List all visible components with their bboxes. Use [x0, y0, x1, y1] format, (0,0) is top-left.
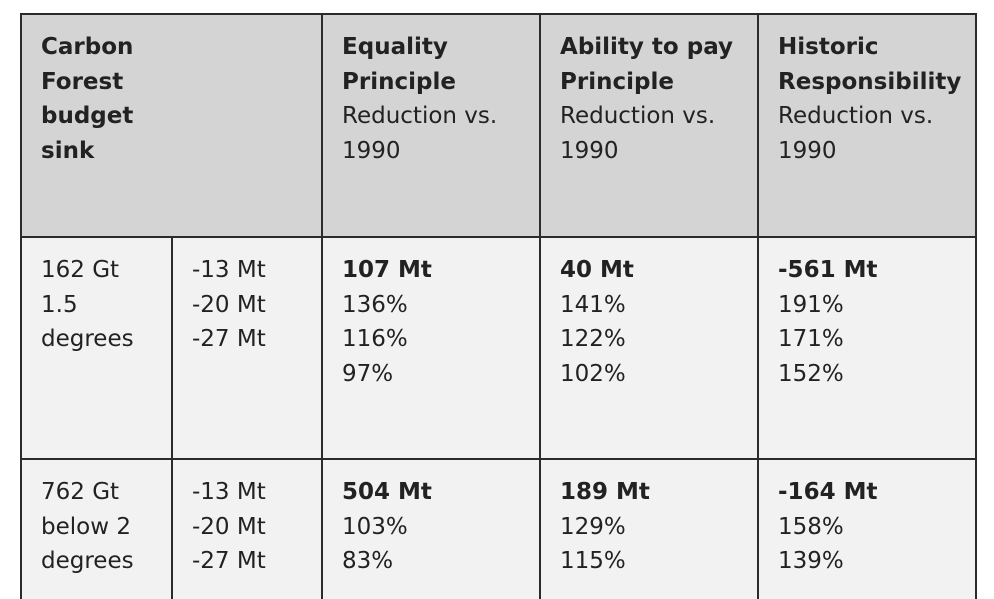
header-line: sink [41, 137, 95, 164]
header-title-line: Responsibility [778, 68, 962, 95]
table-row: 762 Gt below 2 degrees -13 Mt -20 Mt -27… [20, 458, 978, 599]
header-line: budget [41, 103, 134, 129]
percent-value: 158% [778, 513, 844, 540]
table-row: 162 Gt 1.5 degrees -13 Mt -20 Mt -27 Mt … [20, 236, 978, 460]
header-subtitle-line: Reduction vs. [560, 103, 716, 129]
header-subtitle-line: 1990 [778, 137, 837, 164]
header-ability-to-pay-principle: Ability to pay Principle Reduction vs. 1… [539, 13, 760, 238]
percent-value: 83% [342, 548, 394, 574]
header-equality-principle: Equality Principle Reduction vs. 1990 [321, 13, 542, 238]
header-historic-responsibility: Historic Responsibility Reduction vs. 19… [757, 13, 978, 238]
percent-value: 122% [560, 326, 626, 352]
total-value: 189 Mt [560, 479, 650, 505]
header-subtitle-line: 1990 [342, 137, 401, 164]
equality-cell: 504 Mt 103% 83% [321, 458, 542, 599]
percent-value: 103% [342, 513, 408, 540]
equality-cell: 107 Mt 136% 116% 97% [321, 236, 542, 460]
table-header-row: Carbon Forest budget sink Equality Princ… [19, 13, 978, 238]
budget-line: degrees [41, 326, 134, 352]
header-line: Carbon [41, 34, 134, 60]
sink-value: -27 Mt [192, 548, 266, 574]
sink-value: -20 Mt [192, 513, 266, 540]
header-title-line: Equality [342, 34, 448, 60]
budget-line: 1.5 [41, 291, 78, 318]
sink-value: -13 Mt [192, 479, 266, 505]
header-title-line: Ability to pay [560, 34, 733, 60]
header-subtitle-line: Reduction vs. [342, 103, 498, 129]
burden-sharing-table: Carbon Forest budget sink Equality Princ… [19, 13, 978, 599]
percent-value: 116% [342, 326, 408, 352]
total-value: 504 Mt [342, 479, 432, 505]
sink-value: -27 Mt [192, 326, 266, 352]
budget-line: degrees [41, 548, 134, 574]
forest-sink-cell: -13 Mt -20 Mt -27 Mt [170, 236, 324, 460]
header-subtitle-line: Reduction vs. [778, 103, 934, 129]
percent-value: 191% [778, 291, 844, 318]
percent-value: 115% [560, 548, 626, 574]
percent-value: 136% [342, 291, 408, 318]
ability-to-pay-cell: 40 Mt 141% 122% 102% [539, 236, 760, 460]
percent-value: 141% [560, 291, 626, 318]
ability-to-pay-cell: 189 Mt 129% 115% [539, 458, 760, 599]
budget-line: 162 Gt [41, 257, 120, 283]
percent-value: 97% [342, 360, 394, 387]
sink-value: -20 Mt [192, 291, 266, 318]
header-subtitle-line: 1990 [560, 137, 619, 164]
percent-value: 171% [778, 326, 844, 352]
header-line: Forest [41, 68, 124, 95]
percent-value: 152% [778, 360, 844, 387]
forest-sink-cell: -13 Mt -20 Mt -27 Mt [170, 458, 324, 599]
percent-value: 102% [560, 360, 626, 387]
header-carbon-budget-forest-sink: Carbon Forest budget sink [19, 13, 324, 238]
percent-value: 129% [560, 513, 626, 540]
total-value: -561 Mt [778, 257, 878, 283]
total-value: -164 Mt [778, 479, 878, 505]
header-title-line: Principle [342, 68, 456, 95]
budget-line: 762 Gt [41, 479, 120, 505]
carbon-budget-cell: 762 Gt below 2 degrees [20, 458, 173, 599]
historic-responsibility-cell: -164 Mt 158% 139% [757, 458, 978, 599]
percent-value: 139% [778, 548, 844, 574]
budget-line: below 2 [41, 513, 131, 540]
sink-value: -13 Mt [192, 257, 266, 283]
total-value: 40 Mt [560, 257, 634, 283]
header-title-line: Principle [560, 68, 674, 95]
historic-responsibility-cell: -561 Mt 191% 171% 152% [757, 236, 978, 460]
carbon-budget-cell: 162 Gt 1.5 degrees [20, 236, 173, 460]
header-title-line: Historic [778, 34, 879, 60]
total-value: 107 Mt [342, 257, 432, 283]
